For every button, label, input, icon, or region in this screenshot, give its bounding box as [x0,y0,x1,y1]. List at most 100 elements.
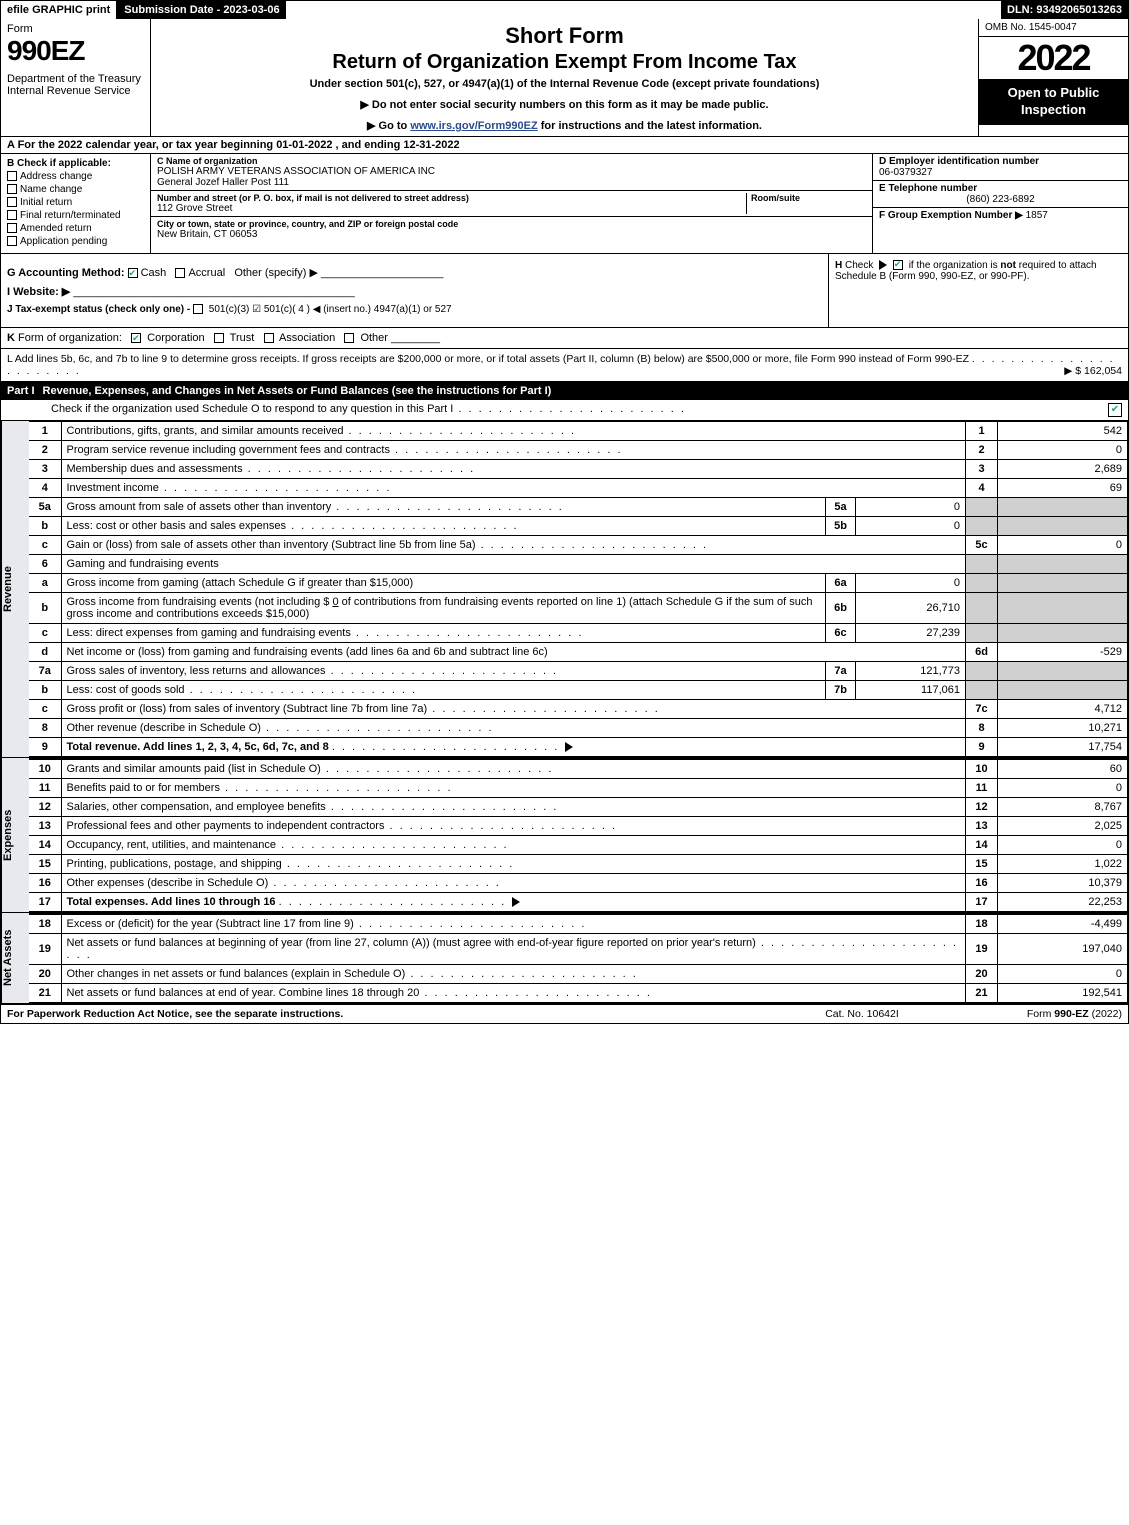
triangle-icon [565,742,573,752]
chk-schedule-o[interactable]: ✔ [1108,403,1122,417]
form-ref: Form 990-EZ (2022) [962,1008,1122,1020]
chk-schedule-b[interactable] [893,260,903,270]
section-d: D Employer identification number 06-0379… [873,154,1128,253]
chk-final-return[interactable]: Final return/terminated [7,210,144,221]
submission-date: Submission Date - 2023-03-06 [118,1,285,19]
form-number: 990EZ [7,35,144,67]
chk-other-org[interactable] [344,333,354,343]
city-state-zip: New Britain, CT 06053 [157,229,866,240]
c-name-label: C Name of organization [157,156,866,166]
ein-value: 06-0379327 [879,167,1122,178]
topbar-spacer [286,1,1001,19]
line-4: 4Investment income469 [29,479,1128,498]
chk-name-change[interactable]: Name change [7,184,144,195]
line-21: 21Net assets or fund balances at end of … [29,984,1128,1003]
line-20: 20Other changes in net assets or fund ba… [29,965,1128,984]
chk-application-pending[interactable]: Application pending [7,236,144,247]
info-block: B Check if applicable: Address change Na… [1,154,1128,254]
street-address: 112 Grove Street [157,203,746,214]
dln-number: DLN: 93492065013263 [1001,1,1128,19]
line-1: 1Contributions, gifts, grants, and simil… [29,422,1128,441]
irs-link[interactable]: www.irs.gov/Form990EZ [410,120,537,132]
row-a-period: A For the 2022 calendar year, or tax yea… [1,137,1128,154]
tax-exempt-line: J Tax-exempt status (check only one) - 5… [7,304,822,315]
line-6d: dNet income or (loss) from gaming and fu… [29,643,1128,662]
goto-pre: ▶ Go to [367,120,410,132]
expenses-side-label: Expenses [1,758,29,912]
line-9: 9Total revenue. Add lines 1, 2, 3, 4, 5c… [29,738,1128,757]
section-c: C Name of organization POLISH ARMY VETER… [151,154,873,253]
open-inspection: Open to Public Inspection [979,79,1128,125]
part-i-header: Part I Revenue, Expenses, and Changes in… [1,382,1128,400]
line-18: 18Excess or (deficit) for the year (Subt… [29,914,1128,934]
l-text: L Add lines 5b, 6c, and 7b to line 9 to … [7,353,969,365]
triangle-icon [879,260,887,270]
c-city-label: City or town, state or province, country… [157,219,866,229]
department: Department of the Treasury Internal Reve… [7,73,144,97]
goto-post: for instructions and the latest informat… [538,120,762,132]
triangle-icon [512,897,520,907]
revenue-side-label: Revenue [1,421,29,757]
goto-note: ▶ Go to www.irs.gov/Form990EZ for instru… [157,119,972,132]
g-left: G Accounting Method: Cash Accrual Other … [1,254,828,327]
line-7a: 7aGross sales of inventory, less returns… [29,662,1128,681]
line-19: 19Net assets or fund balances at beginni… [29,934,1128,965]
chk-corporation[interactable] [131,333,141,343]
chk-accrual[interactable] [175,268,185,278]
accounting-method: G Accounting Method: Cash Accrual Other … [7,266,822,279]
tel-value: (860) 223-6892 [879,194,1122,205]
b-heading: B Check if applicable: [7,158,144,169]
part-i-sub-text: Check if the organization used Schedule … [51,403,1108,417]
c-addr-label: Number and street (or P. O. box, if mail… [157,193,746,203]
form-container: efile GRAPHIC print Submission Date - 20… [0,0,1129,1024]
line-14: 14Occupancy, rent, utilities, and mainte… [29,836,1128,855]
group-label: F Group Exemption Number ▶ [879,210,1023,221]
row-l: L Add lines 5b, 6c, and 7b to line 9 to … [1,349,1128,382]
line-6a: aGross income from gaming (attach Schedu… [29,574,1128,593]
return-title: Return of Organization Exempt From Incom… [157,51,972,74]
line-13: 13Professional fees and other payments t… [29,817,1128,836]
line-17: 17Total expenses. Add lines 10 through 1… [29,893,1128,912]
part-i-num: Part I [7,385,35,397]
line-15: 15Printing, publications, postage, and s… [29,855,1128,874]
g-h-i-j-block: G Accounting Method: Cash Accrual Other … [1,254,1128,328]
revenue-section: Revenue 1Contributions, gifts, grants, a… [1,421,1128,758]
group-value: 1857 [1026,210,1048,221]
paperwork-notice: For Paperwork Reduction Act Notice, see … [7,1008,762,1020]
part-i-title: Revenue, Expenses, and Changes in Net As… [43,385,552,397]
h-block: H Check if the organization is not requi… [828,254,1128,327]
l-amount: ▶ $ 162,054 [1064,365,1122,377]
efile-label[interactable]: efile GRAPHIC print [1,1,118,19]
expenses-table: 10Grants and similar amounts paid (list … [29,758,1128,912]
tax-year: 2022 [979,37,1128,79]
chk-trust[interactable] [214,333,224,343]
org-name: POLISH ARMY VETERANS ASSOCIATION OF AMER… [157,166,866,188]
page-footer: For Paperwork Reduction Act Notice, see … [1,1005,1128,1023]
net-assets-section: Net Assets 18Excess or (deficit) for the… [1,913,1128,1005]
chk-cash[interactable] [128,268,138,278]
net-assets-table: 18Excess or (deficit) for the year (Subt… [29,913,1128,1003]
line-5b: bLess: cost or other basis and sales exp… [29,517,1128,536]
row-k: K Form of organization: Corporation Trus… [1,328,1128,349]
cat-number: Cat. No. 10642I [762,1008,962,1020]
tel-label: E Telephone number [879,183,1122,194]
omb-number: OMB No. 1545-0047 [979,19,1128,37]
net-assets-side-label: Net Assets [1,913,29,1003]
line-6b: bGross income from fundraising events (n… [29,593,1128,624]
revenue-table: 1Contributions, gifts, grants, and simil… [29,421,1128,757]
header-left: Form 990EZ Department of the Treasury In… [1,19,151,136]
expenses-section: Expenses 10Grants and similar amounts pa… [1,758,1128,913]
chk-amended-return[interactable]: Amended return [7,223,144,234]
room-label: Room/suite [751,193,866,203]
top-bar: efile GRAPHIC print Submission Date - 20… [1,1,1128,19]
h-text: H Check if the organization is not requi… [835,260,1122,282]
ssn-note: ▶ Do not enter social security numbers o… [157,98,972,111]
line-6c: cLess: direct expenses from gaming and f… [29,624,1128,643]
line-11: 11Benefits paid to or for members110 [29,779,1128,798]
chk-initial-return[interactable]: Initial return [7,197,144,208]
chk-address-change[interactable]: Address change [7,171,144,182]
line-5c: cGain or (loss) from sale of assets othe… [29,536,1128,555]
chk-association[interactable] [264,333,274,343]
form-word: Form [7,23,144,35]
short-form-title: Short Form [157,23,972,49]
